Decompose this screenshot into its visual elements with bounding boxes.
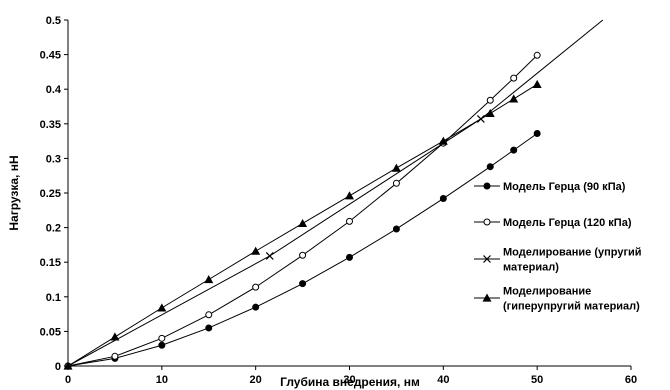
legend-label: Моделирование (упругий xyxy=(503,247,642,259)
data-point xyxy=(158,334,166,342)
y-tick-label: 0.4 xyxy=(46,84,62,96)
data-point xyxy=(438,136,448,145)
x-tick-label: 40 xyxy=(437,374,449,386)
x-axis-title: Глубина внедрения, нм xyxy=(280,375,420,389)
data-point xyxy=(63,361,73,370)
data-point xyxy=(533,129,541,137)
data-point xyxy=(299,251,307,259)
series-line xyxy=(67,54,538,367)
legend-item: Моделирование (гиперупругий материал) xyxy=(474,286,640,313)
y-tick-label: 0.05 xyxy=(40,326,61,338)
data-point xyxy=(158,341,166,349)
data-point xyxy=(111,352,119,360)
data-point xyxy=(533,51,541,59)
series-1 xyxy=(64,129,541,370)
data-point xyxy=(252,303,260,311)
data-point xyxy=(439,195,447,203)
data-point xyxy=(345,191,354,200)
series-line xyxy=(67,19,604,367)
data-point xyxy=(532,79,542,88)
legend-item: Моделирование (упругий материал) xyxy=(474,247,642,274)
legend-item: Модель Герца (90 кПа) xyxy=(474,181,626,193)
series-line xyxy=(67,83,538,367)
legend-label: Модель Герца (90 кПа) xyxy=(503,181,626,193)
y-ticks: 0 0.05 0.1 0.15 0.2 0.25 0.3 0.35 0.4 0.45 0.5 xyxy=(40,15,68,373)
legend-marker xyxy=(483,218,491,226)
data-point xyxy=(252,283,260,291)
x-ticks: 0 10 20 30 40 50 60 xyxy=(65,366,637,386)
x-tick-label: 0 xyxy=(65,374,71,386)
y-tick-label: 0.45 xyxy=(40,50,61,62)
data-point xyxy=(157,303,167,312)
y-tick-label: 0.25 xyxy=(40,188,61,200)
legend-label: материал) xyxy=(503,262,559,274)
series-2 xyxy=(64,51,541,370)
data-point xyxy=(486,163,494,171)
data-point xyxy=(486,96,494,104)
x-tick-label: 20 xyxy=(250,374,262,386)
data-point xyxy=(485,108,495,118)
x-marker-stroke xyxy=(265,252,274,260)
data-point xyxy=(392,179,400,187)
data-point xyxy=(510,74,518,82)
legend: Модель Герца (90 кПа) Модель Герца (120 к… xyxy=(474,181,642,313)
data-point xyxy=(509,94,519,103)
plot-area: 0 0.05 0.1 0.15 0.2 0.25 0.3 0.35 0.4 0.45 0.5 0 10… xyxy=(40,15,638,386)
legend-label: (гиперупругий материал) xyxy=(503,301,640,313)
data-point xyxy=(346,253,353,261)
data-point xyxy=(298,218,308,228)
y-tick-label: 0 xyxy=(55,361,61,373)
data-point xyxy=(346,217,353,225)
y-tick-label: 0.15 xyxy=(40,257,61,269)
data-point xyxy=(392,225,400,233)
data-point xyxy=(510,146,518,154)
y-tick-label: 0.5 xyxy=(46,15,61,27)
data-point xyxy=(205,311,213,319)
data-point xyxy=(205,324,213,332)
data-point xyxy=(110,332,120,341)
x-tick-label: 60 xyxy=(625,374,637,386)
x-tick-label: 10 xyxy=(156,374,168,386)
y-axis-title: Нагрузка, нН xyxy=(7,155,21,230)
y-tick-label: 0.35 xyxy=(40,119,61,131)
legend-label: Модель Герца (120 кПа) xyxy=(503,217,632,229)
y-tick-label: 0.2 xyxy=(46,223,61,235)
data-point xyxy=(265,252,274,260)
legend-marker xyxy=(483,255,491,263)
legend-marker xyxy=(483,182,491,190)
series-layer xyxy=(63,19,604,370)
data-point xyxy=(251,246,261,255)
y-tick-label: 0.1 xyxy=(46,292,61,304)
series-4 xyxy=(63,79,542,370)
x-tick-label: 50 xyxy=(531,374,543,386)
legend-label: Моделирование xyxy=(503,286,591,298)
series-3 xyxy=(67,19,604,367)
legend-marker xyxy=(482,293,492,302)
data-point xyxy=(391,163,401,172)
data-point xyxy=(299,280,307,288)
series-line xyxy=(67,133,538,367)
x-tick-label: 30 xyxy=(343,374,355,386)
legend-item: Модель Герца (120 кПа) xyxy=(474,217,632,229)
data-point xyxy=(204,275,214,284)
y-tick-label: 0.3 xyxy=(46,153,61,165)
x-marker-stroke xyxy=(483,255,491,263)
